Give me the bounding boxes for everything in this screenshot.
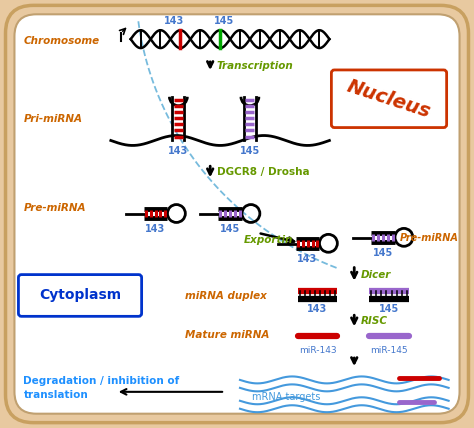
Text: Pre-miRNA: Pre-miRNA	[23, 203, 86, 213]
FancyBboxPatch shape	[331, 70, 447, 128]
Text: Nucleus: Nucleus	[345, 76, 433, 121]
Text: 145: 145	[220, 224, 240, 234]
Text: 143: 143	[164, 16, 184, 26]
FancyBboxPatch shape	[6, 6, 468, 422]
FancyBboxPatch shape	[14, 14, 460, 414]
Text: Mature miRNA: Mature miRNA	[185, 330, 270, 340]
Text: miRNA duplex: miRNA duplex	[185, 291, 267, 301]
Text: 143: 143	[297, 254, 318, 264]
Text: Dicer: Dicer	[361, 270, 392, 279]
Text: 145: 145	[373, 248, 393, 258]
Text: 143: 143	[307, 304, 328, 315]
Text: Chromosome: Chromosome	[23, 36, 100, 46]
Text: Exportin: Exportin	[244, 235, 293, 245]
Text: mRNA targets: mRNA targets	[252, 392, 320, 402]
Text: 145: 145	[240, 146, 260, 157]
Text: 145: 145	[379, 304, 399, 315]
Text: miR-145: miR-145	[370, 346, 408, 355]
Text: Pre-miRNA: Pre-miRNA	[399, 233, 458, 243]
Text: 143: 143	[168, 146, 189, 157]
Text: miR-143: miR-143	[299, 346, 336, 355]
Text: RISC: RISC	[361, 316, 388, 326]
Text: translation: translation	[23, 390, 88, 400]
Text: Degradation / inhibition of: Degradation / inhibition of	[23, 376, 180, 386]
Text: 145: 145	[214, 16, 234, 26]
Text: Cytoplasm: Cytoplasm	[39, 288, 121, 303]
Text: Transcription: Transcription	[216, 61, 293, 71]
FancyBboxPatch shape	[18, 275, 142, 316]
Text: 143: 143	[146, 224, 165, 234]
Text: DGCR8 / Drosha: DGCR8 / Drosha	[217, 167, 310, 177]
Text: Pri-miRNA: Pri-miRNA	[23, 113, 82, 124]
